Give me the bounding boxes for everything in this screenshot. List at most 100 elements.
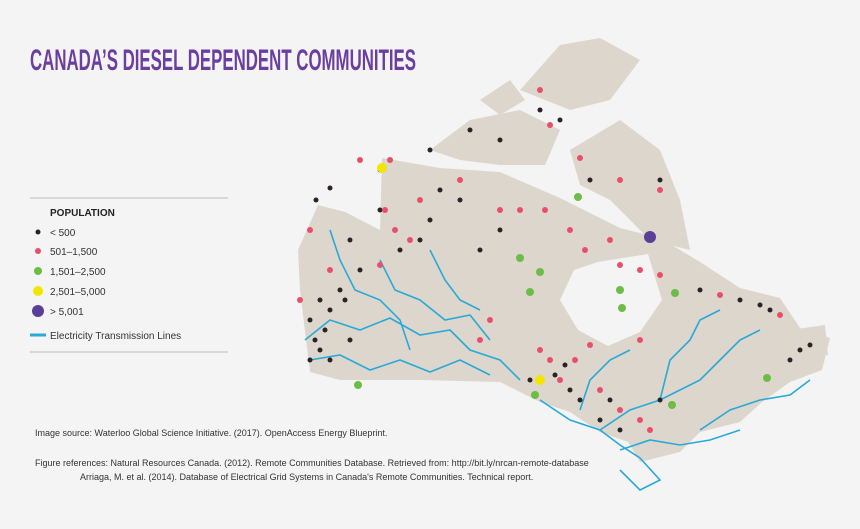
community-dot [487,317,493,323]
legend-swatch [33,286,43,296]
community-dot [477,337,483,343]
community-dot [297,297,303,303]
community-dot [552,372,558,378]
community-dot [617,177,623,183]
community-dot [377,163,387,173]
community-dot [531,391,539,399]
community-dot [407,237,413,243]
community-dot [327,357,333,363]
community-dot [587,342,593,348]
legend-label: 501–1,500 [50,247,98,258]
community-dot [382,207,388,213]
community-dot [637,337,643,343]
community-dot [327,307,333,313]
community-dot [542,207,548,213]
community-dot [547,357,553,363]
community-dot [313,197,319,203]
community-dot [317,297,323,303]
community-dot [357,157,363,163]
transmission-line [659,309,721,401]
communities [297,87,813,433]
community-dot [697,287,703,293]
community-dot [307,317,313,323]
community-dot [537,107,543,113]
transmission-line [304,317,521,381]
transmission-line [309,354,491,376]
community-dot [587,177,593,183]
community-dot [312,337,318,343]
reference: Figure references: Natural Resources Can… [35,458,589,468]
community-dot [526,288,534,296]
community-dot [477,247,483,253]
community-dot [567,227,573,233]
transmission-line [699,379,811,431]
community-dot [467,127,473,133]
community-dot [517,207,523,213]
legend-label: > 5,001 [50,307,84,318]
community-dot [787,357,793,363]
community-dot [644,231,656,243]
legend-title: POPULATION [50,208,115,219]
island [480,80,525,115]
community-dot [427,217,433,223]
image-source: Image source: Waterloo Global Science In… [35,428,387,438]
title: CANADA’S DIESEL DEPENDENT COMMUNITIES [30,44,416,77]
hudson-bay [560,254,662,346]
community-dot [307,357,313,363]
transmission-line [429,249,481,311]
legend-swatch [35,229,41,235]
community-dot [717,292,723,298]
community-dot [397,247,403,253]
island [520,38,640,110]
community-dot [767,307,773,313]
community-dot [616,286,624,294]
community-dot [457,197,463,203]
community-dot [437,187,443,193]
community-dot [737,297,743,303]
community-dot [337,287,343,293]
reference: Arriaga, M. et al. (2014). Database of E… [80,472,533,482]
transmission-line [579,349,631,411]
community-dot [354,381,362,389]
community-dot [607,397,613,403]
community-dot [557,117,563,123]
community-dot [357,267,363,273]
community-dot [535,375,545,385]
map [297,38,830,491]
community-dot [537,347,543,353]
legend-swatch [35,248,41,254]
legend-line-label: Electricity Transmission Lines [50,331,181,342]
community-dot [317,347,323,353]
community-dot [322,327,328,333]
community-dot [557,377,563,383]
community-dot [387,157,393,163]
community-dot [807,342,813,348]
community-dot [637,267,643,273]
mainland [298,158,830,462]
legend-label: 1,501–2,500 [50,267,106,278]
community-dot [618,304,626,312]
community-dot [637,417,643,423]
community-dot [327,267,333,273]
legend: < 500 501–1,500 1,501–2,500 2,501–5,000 > 5,… [32,228,106,318]
community-dot [577,155,583,161]
community-dot [537,87,543,93]
community-dot [617,427,623,433]
legend-swatch [34,267,42,275]
community-dot [582,247,588,253]
community-dot [574,193,582,201]
community-dot [617,407,623,413]
community-dot [567,387,573,393]
community-dot [617,262,623,268]
community-dot [777,312,783,318]
community-dot [392,227,398,233]
community-dot [342,297,348,303]
community-dot [347,337,353,343]
community-dot [427,147,433,153]
community-dot [577,397,583,403]
community-dot [377,207,383,213]
community-dot [607,237,613,243]
transmission-line [329,229,411,351]
community-dot [527,377,533,383]
